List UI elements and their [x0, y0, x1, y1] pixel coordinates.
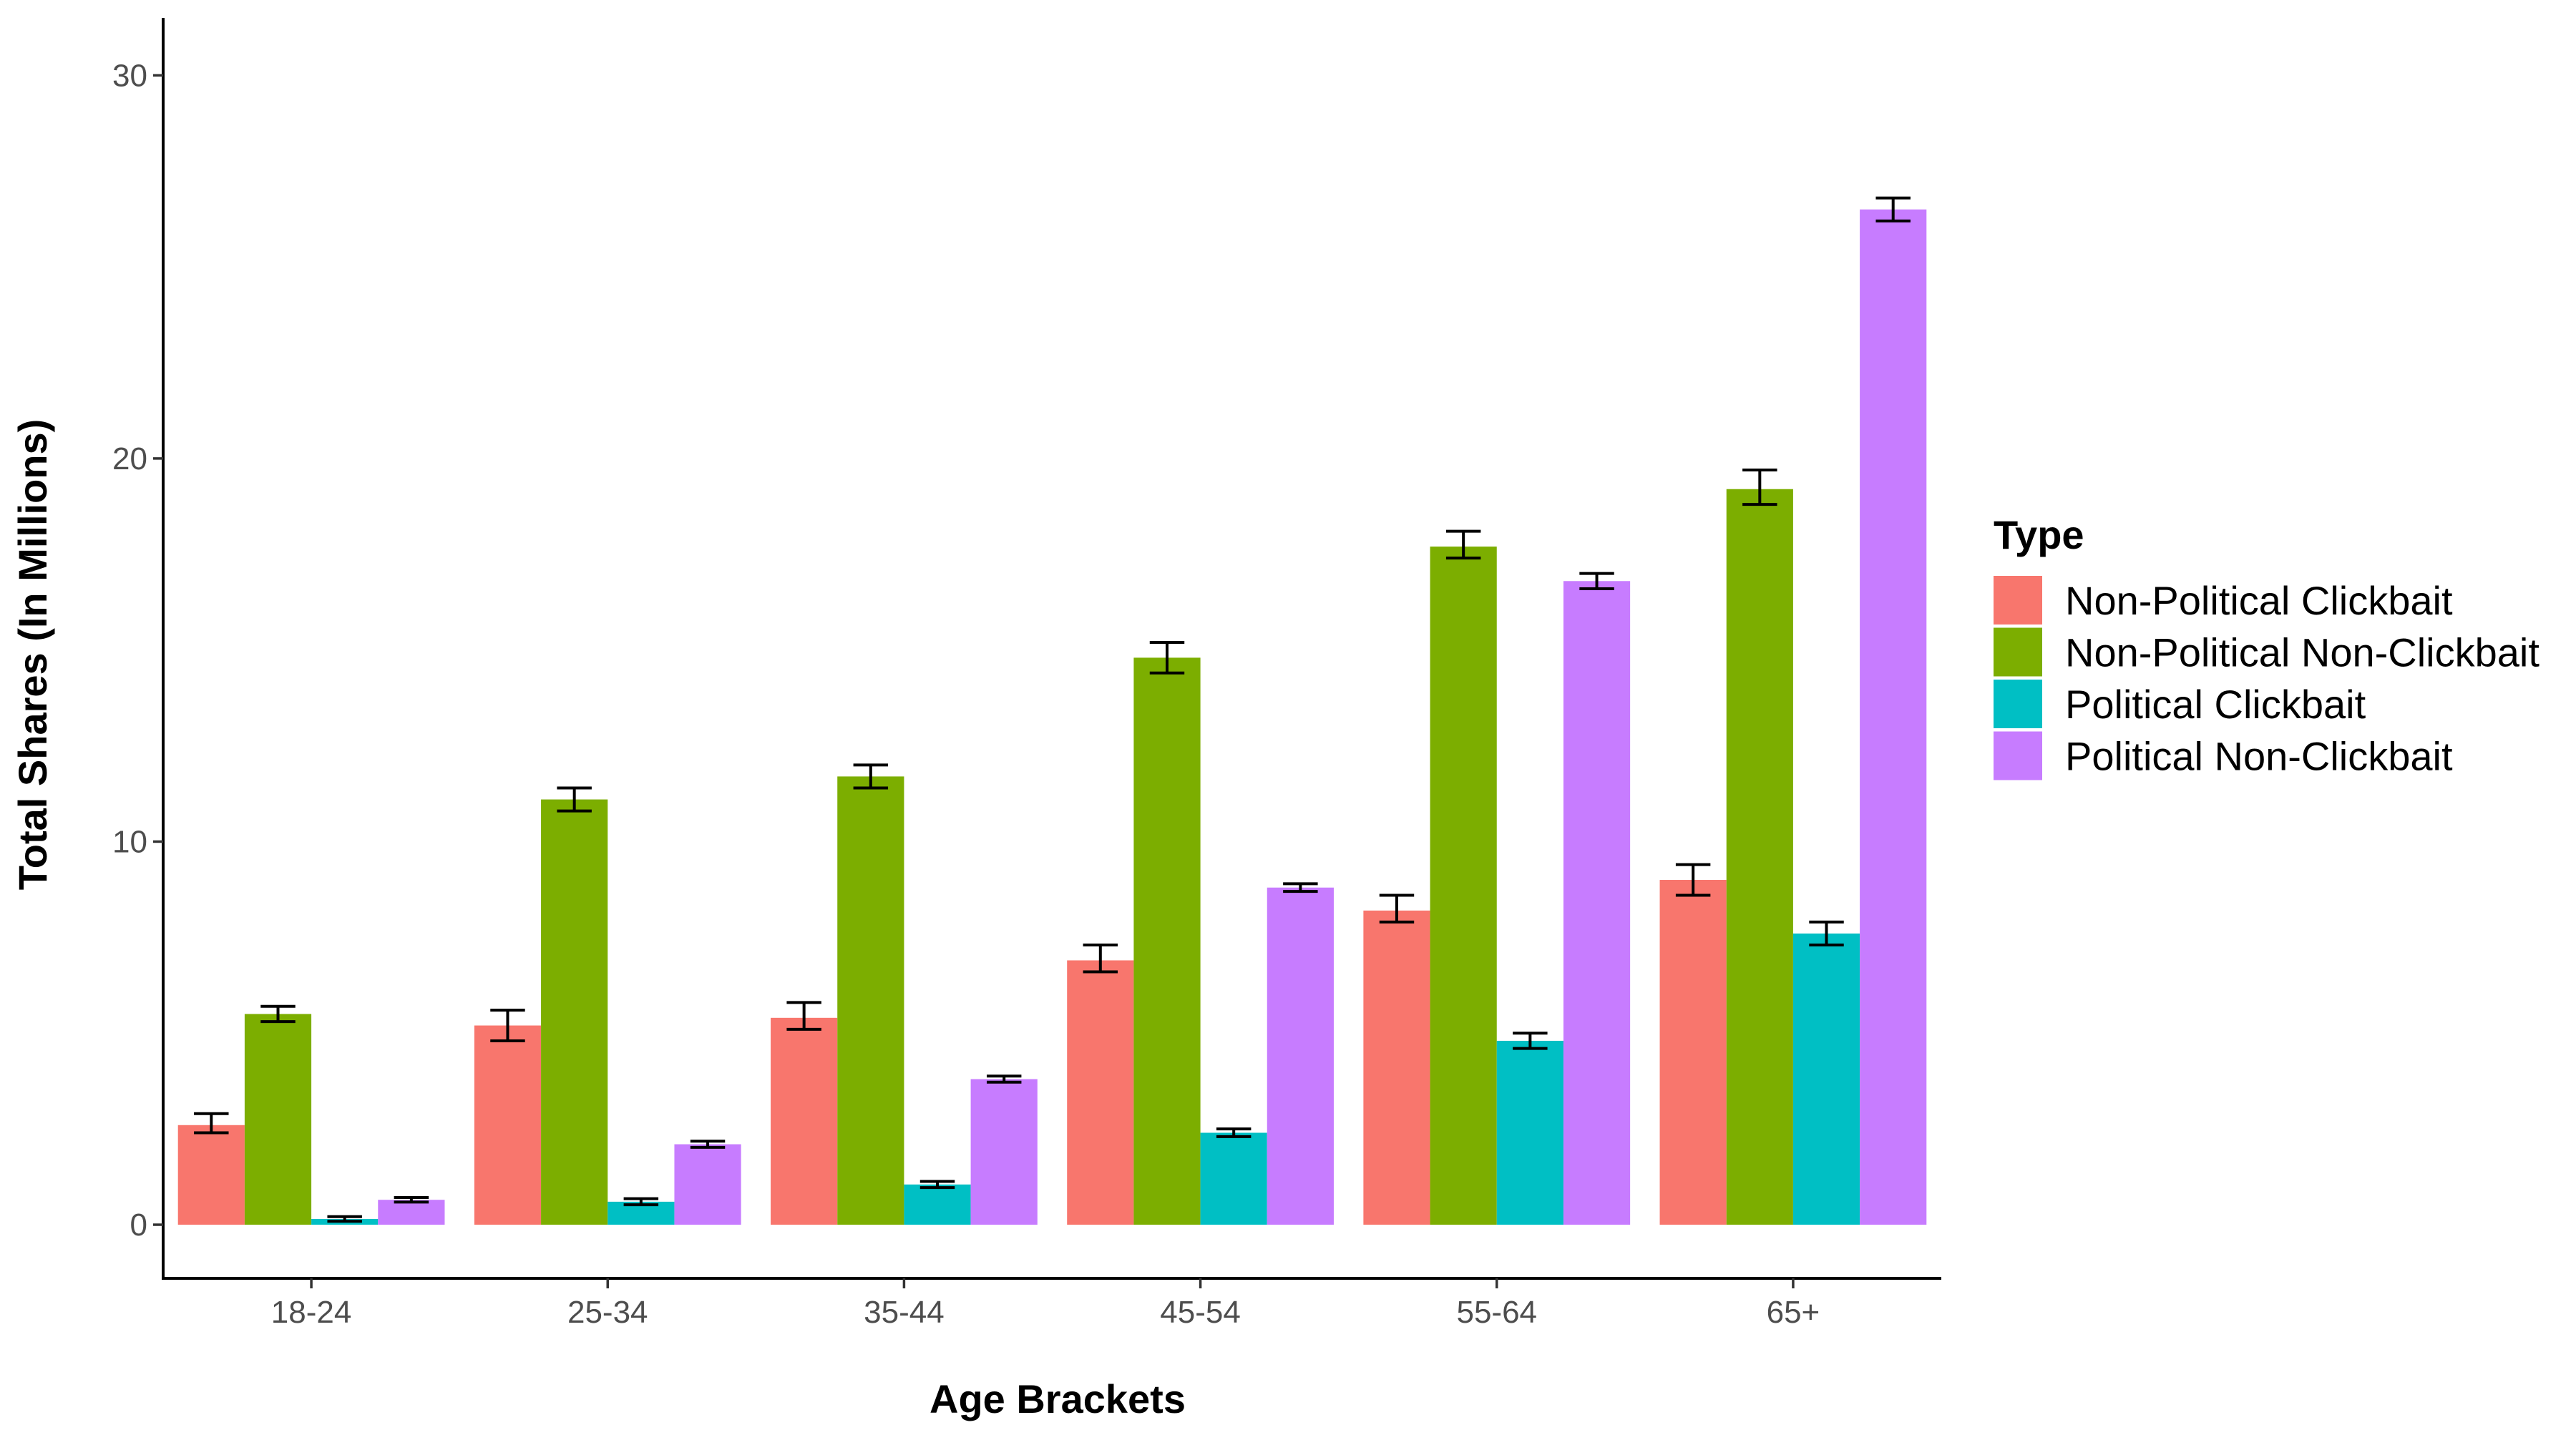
bar	[1659, 880, 1727, 1225]
legend-title: Type	[1994, 512, 2084, 557]
bar	[1363, 910, 1430, 1225]
error-bar	[1675, 863, 1711, 897]
error-bar	[394, 1195, 429, 1204]
y-axis-title: Total Shares (In Millions)	[10, 419, 55, 891]
error-bar	[1379, 893, 1415, 924]
legend-items: Non-Political Clickbait Non-Political Non…	[1994, 576, 2540, 780]
legend-swatch	[1994, 627, 2042, 677]
bar	[904, 1184, 971, 1225]
bar	[1430, 547, 1497, 1225]
error-bar	[1579, 572, 1614, 590]
bar	[1067, 960, 1134, 1225]
error-bar	[1149, 640, 1185, 675]
legend-item: Non-Political Non-Clickbait	[1994, 627, 2540, 677]
bar	[378, 1200, 445, 1225]
bar	[244, 1014, 312, 1225]
bar	[837, 776, 904, 1225]
y-ticks: 0 10 20 30	[112, 58, 163, 1243]
bar	[771, 1017, 838, 1225]
error-bar	[194, 1112, 229, 1135]
y-tick-label: 20	[112, 441, 147, 476]
x-tick-label: 55-64	[1456, 1295, 1537, 1330]
legend-label: Non-Political Non-Clickbait	[2065, 630, 2540, 675]
legend-item: Political Non-Clickbait	[1994, 731, 2453, 780]
bar	[474, 1025, 542, 1225]
error-bar	[490, 1009, 525, 1042]
error-bar	[1283, 882, 1318, 893]
legend-swatch	[1994, 731, 2042, 780]
error-bar	[557, 786, 592, 813]
bars-layer	[177, 209, 1927, 1225]
x-tick-label: 25-34	[567, 1295, 648, 1330]
legend: Type Non-Political ClickbaitNon-Politica…	[1994, 512, 2540, 780]
error-bar	[1513, 1032, 1548, 1050]
error-bar	[1875, 196, 1911, 222]
x-axis-title: Age Brackets	[930, 1376, 1186, 1421]
legend-item: Non-Political Clickbait	[1994, 576, 2453, 625]
bar	[1133, 657, 1201, 1225]
legend-label: Non-Political Clickbait	[2065, 578, 2453, 623]
bar	[1860, 209, 1927, 1225]
bar	[1200, 1132, 1267, 1225]
error-bar	[1216, 1127, 1252, 1138]
bar	[1792, 933, 1860, 1225]
bar	[970, 1079, 1038, 1225]
bar	[1726, 489, 1793, 1225]
error-bar	[327, 1215, 362, 1223]
x-tick-label: 18-24	[271, 1295, 352, 1330]
legend-label: Political Clickbait	[2065, 682, 2366, 727]
legend-swatch	[1994, 576, 2042, 625]
error-bar	[1083, 944, 1118, 974]
error-bar	[260, 1004, 296, 1024]
bar	[177, 1125, 245, 1225]
x-tick-label: 65+	[1767, 1295, 1820, 1330]
bar	[674, 1144, 741, 1225]
error-bar	[1809, 920, 1844, 947]
bar	[541, 799, 608, 1225]
error-bars-layer	[194, 196, 1911, 1223]
error-bar	[786, 1001, 821, 1031]
x-tick-label: 35-44	[864, 1295, 945, 1330]
error-bar	[919, 1180, 955, 1190]
x-tick-label: 45-54	[1160, 1295, 1241, 1330]
bar	[1563, 581, 1631, 1225]
error-bar	[690, 1140, 726, 1149]
legend-label: Political Non-Clickbait	[2065, 734, 2453, 779]
bar	[1267, 887, 1334, 1225]
legend-item: Political Clickbait	[1994, 680, 2366, 728]
legend-swatch	[1994, 680, 2042, 728]
y-tick-label: 10	[112, 824, 147, 859]
error-bar	[1445, 529, 1481, 560]
y-tick-label: 30	[112, 58, 147, 93]
error-bar	[1742, 468, 1777, 506]
x-ticks: 18-24 25-34 35-44 45-54 55-64 65+	[271, 1278, 1820, 1330]
y-tick-label: 0	[130, 1208, 147, 1243]
error-bar	[986, 1074, 1022, 1084]
error-bar	[623, 1197, 659, 1207]
bar	[1496, 1040, 1563, 1225]
error-bar	[853, 763, 889, 790]
